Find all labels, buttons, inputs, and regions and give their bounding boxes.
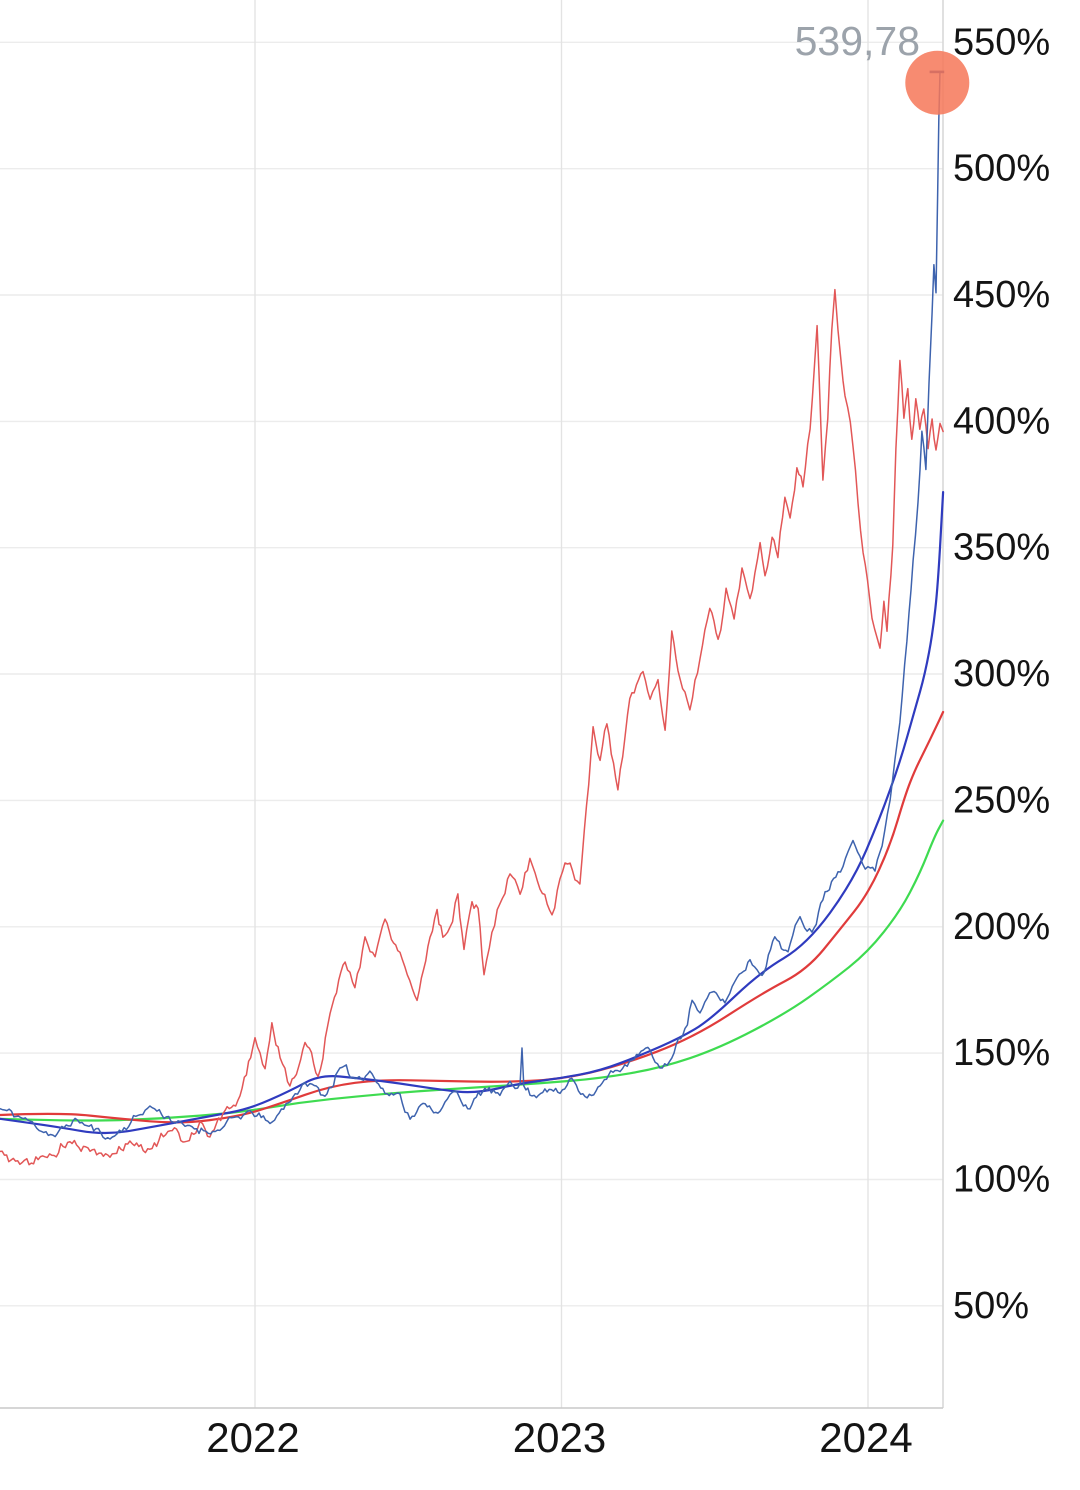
y-axis-tick-label: 50% [953, 1285, 1029, 1327]
x-axis-tick-label: 2024 [819, 1414, 912, 1461]
y-axis-tick-label: 100% [953, 1159, 1050, 1201]
y-axis-tick-label: 550% [953, 21, 1050, 63]
last-price-marker [905, 50, 970, 115]
series-blue-daily-line [0, 70, 941, 1140]
y-axis-tick-label: 450% [953, 274, 1050, 316]
y-axis-tick-label: 200% [953, 906, 1050, 948]
series-red-daily-line [0, 288, 944, 1166]
y-axis-tick-label: 400% [953, 400, 1050, 442]
y-axis-tick-label: 150% [953, 1032, 1050, 1074]
series-blue-average-line [0, 491, 945, 1135]
x-axis-tick-label: 2023 [513, 1414, 606, 1461]
last-price-label: 539,78 [795, 18, 920, 64]
y-axis-tick-label: 250% [953, 779, 1050, 821]
y-axis-tick-label: 500% [953, 148, 1050, 190]
y-axis-tick-label: 300% [953, 653, 1050, 695]
series-red-average-line [0, 710, 945, 1124]
y-axis-tick-label: 350% [953, 527, 1050, 569]
x-axis-tick-label: 2022 [206, 1414, 299, 1461]
series-green-average-line [0, 819, 945, 1122]
